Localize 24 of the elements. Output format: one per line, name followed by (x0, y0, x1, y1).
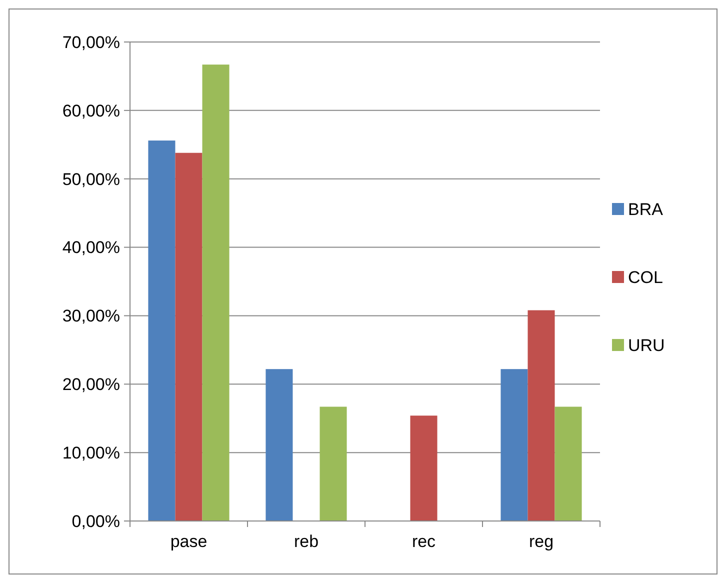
y-tick-label: 40,00% (62, 238, 120, 258)
bar (202, 64, 230, 521)
y-tick-label: 10,00% (62, 444, 120, 463)
y-tick-label: 0,00% (72, 512, 120, 531)
bar (410, 416, 438, 521)
y-tick-label: 70,00% (62, 32, 120, 52)
y-tick-label: 60,00% (62, 101, 120, 120)
bar (266, 369, 293, 521)
x-tick-label: reb (294, 532, 319, 551)
legend-label: COL (628, 268, 663, 287)
bar (148, 140, 176, 521)
y-tick-label: 20,00% (62, 375, 120, 394)
y-tick-label: 50,00% (62, 170, 120, 189)
bar (320, 406, 347, 521)
bar (528, 310, 555, 521)
bar (554, 406, 582, 521)
x-tick-label: rec (412, 532, 436, 551)
legend-label: BRA (628, 200, 664, 219)
x-tick-label: pase (170, 532, 208, 551)
bar (500, 369, 528, 521)
y-tick-label: 30,00% (62, 306, 120, 326)
x-tick-label: reg (528, 532, 554, 551)
bar (175, 152, 202, 521)
legend-label: URU (628, 336, 665, 355)
